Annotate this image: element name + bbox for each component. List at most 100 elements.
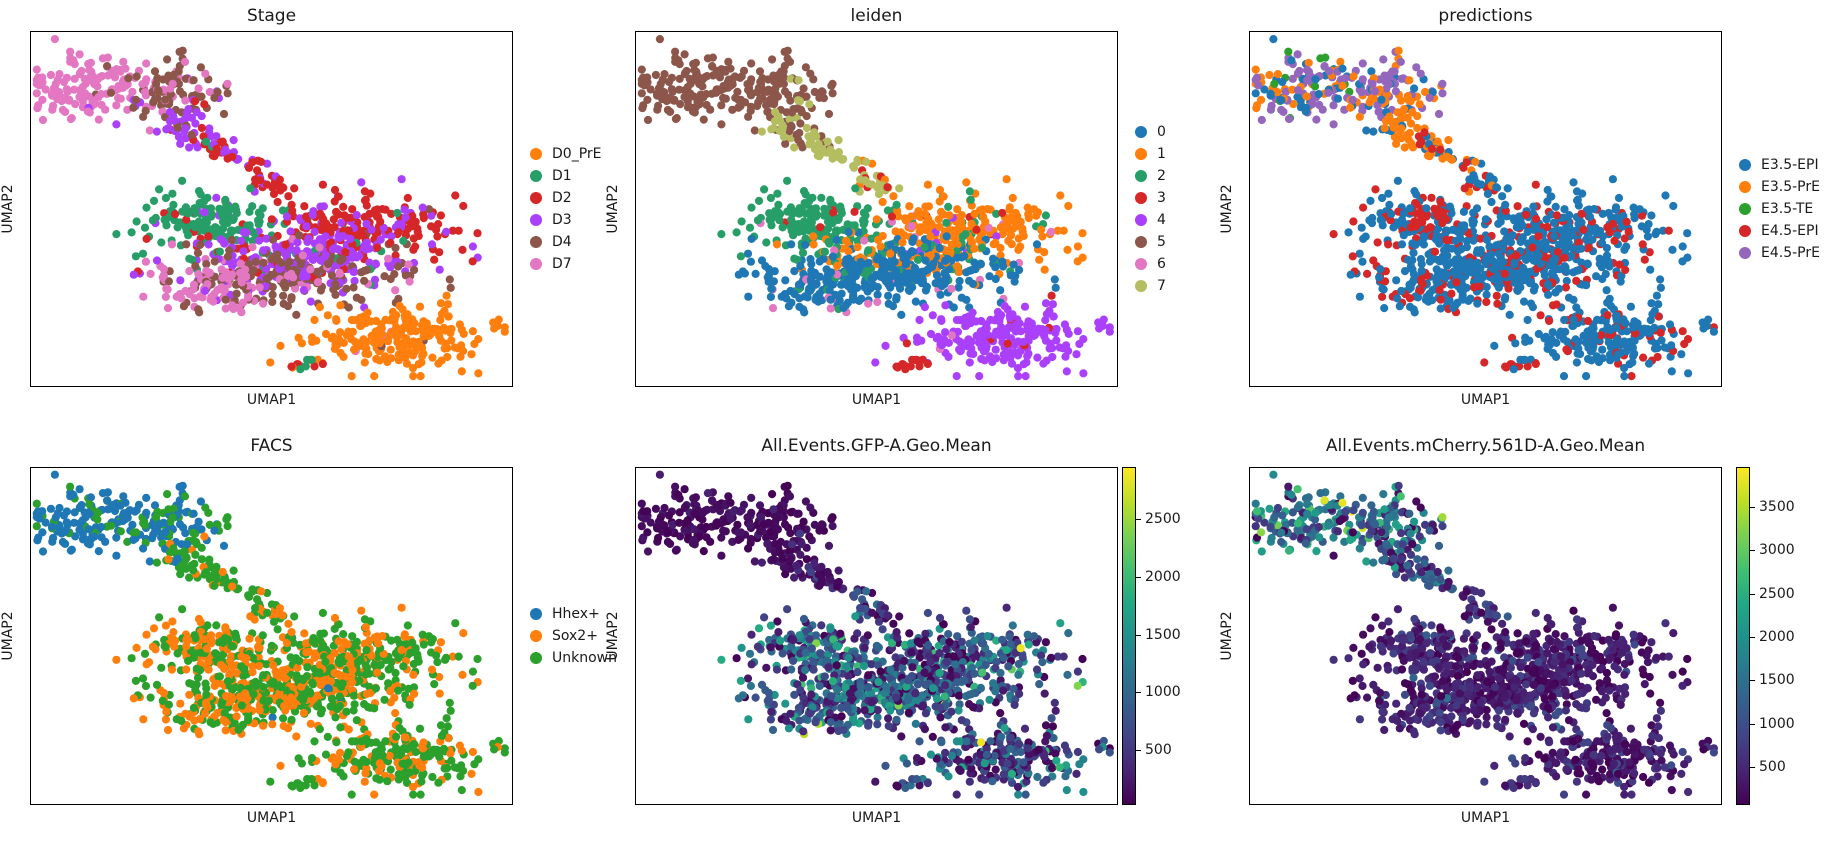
colorbar-tick	[1136, 750, 1141, 752]
colorbar-tick	[1136, 576, 1141, 578]
plot-area-leiden	[635, 31, 1118, 387]
scatter-points-stage	[32, 35, 509, 381]
colorbar-tick	[1136, 519, 1141, 520]
colorbar-tick	[1750, 636, 1755, 638]
legend-predictions: E3.5-EPI E3.5-PrE E3.5-TE E4.5-EPI E4.5-PrE	[1739, 154, 1820, 264]
y-axis-label-leiden: UMAP2	[605, 184, 621, 234]
legend-dot	[1739, 181, 1751, 193]
legend-label: 5	[1157, 234, 1166, 250]
legend-dot	[1135, 280, 1147, 292]
colorbar-gfp	[1122, 467, 1136, 805]
legend-item: D4	[530, 231, 602, 253]
legend-item: 5	[1135, 231, 1166, 253]
panel-title-facs: FACS	[250, 436, 293, 456]
legend-item: D3	[530, 209, 602, 231]
y-axis-label-predictions: UMAP2	[1219, 184, 1235, 234]
legend-dot	[530, 630, 542, 642]
panel-title-leiden: leiden	[850, 6, 903, 26]
legend-label: 1	[1157, 146, 1166, 162]
legend-item: D0_PrE	[530, 143, 602, 165]
panel-title-predictions: predictions	[1438, 6, 1533, 26]
colorbar-tick-label: 500	[1759, 758, 1786, 775]
x-axis-label-facs: UMAP1	[246, 810, 297, 826]
legend-dot	[530, 170, 542, 182]
legend-dot	[1135, 192, 1147, 204]
legend-label: D0_PrE	[552, 146, 602, 162]
legend-item: 2	[1135, 165, 1166, 187]
legend-label: D7	[552, 256, 572, 272]
plot-area-predictions	[1249, 31, 1722, 387]
legend-dot	[1739, 203, 1751, 215]
legend-item: E4.5-PrE	[1739, 242, 1820, 264]
legend-dot	[1739, 247, 1751, 259]
colorbar-tick-label: 1500	[1145, 626, 1181, 643]
legend-label: D3	[552, 212, 572, 228]
legend-item: E3.5-EPI	[1739, 154, 1820, 176]
colorbar-tick	[1136, 692, 1141, 694]
colorbar-tick-label: 2000	[1759, 628, 1795, 645]
legend-dot	[1135, 170, 1147, 182]
legend-item: D2	[530, 187, 602, 209]
x-axis-label-stage: UMAP1	[246, 392, 297, 408]
legend-label: E3.5-TE	[1761, 201, 1814, 217]
colorbar-tick-label: 3000	[1759, 542, 1795, 559]
legend-dot	[530, 148, 542, 160]
x-axis-label-leiden: UMAP1	[851, 392, 902, 408]
legend-item: Hhex+	[530, 603, 617, 625]
legend-dot	[530, 214, 542, 226]
plot-area-facs	[30, 467, 513, 805]
colorbar-tick	[1750, 550, 1755, 552]
legend-item: 0	[1135, 121, 1166, 143]
legend-label: Hhex+	[552, 606, 600, 622]
legend-dot	[1739, 159, 1751, 171]
legend-dot	[1135, 258, 1147, 270]
legend-label: Sox2+	[552, 628, 598, 644]
legend-label: 2	[1157, 168, 1166, 184]
scatter-points-facs	[32, 470, 509, 799]
legend-item: 3	[1135, 187, 1166, 209]
legend-label: D4	[552, 234, 572, 250]
legend-label: E4.5-EPI	[1761, 223, 1819, 239]
y-axis-label-mcherry: UMAP2	[1219, 611, 1235, 661]
legend-label: 3	[1157, 190, 1166, 206]
colorbar-tick	[1136, 634, 1141, 636]
legend-facs: Hhex+ Sox2+ Unknown	[530, 603, 617, 669]
colorbar-tick-label: 3500	[1759, 498, 1795, 515]
legend-stage: D0_PrE D1 D2 D3 D4 D7	[530, 143, 602, 275]
panel-title-mcherry: All.Events.mCherry.561D-A.Geo.Mean	[1325, 436, 1646, 456]
legend-item: D7	[530, 253, 602, 275]
colorbar-tick	[1750, 680, 1755, 682]
legend-item: 1	[1135, 143, 1166, 165]
colorbar-tick-label: 2500	[1759, 585, 1795, 602]
panel-title-gfp: All.Events.GFP-A.Geo.Mean	[761, 436, 992, 456]
legend-item: D1	[530, 165, 602, 187]
plot-area-mcherry	[1249, 467, 1722, 805]
y-axis-label-gfp: UMAP2	[605, 611, 621, 661]
legend-label: 4	[1157, 212, 1166, 228]
y-axis-label-stage: UMAP2	[0, 184, 16, 234]
colorbar-tick	[1750, 593, 1755, 595]
x-axis-label-mcherry: UMAP1	[1460, 810, 1511, 826]
legend-item: E3.5-PrE	[1739, 176, 1820, 198]
legend-label: E3.5-PrE	[1761, 179, 1820, 195]
legend-dot	[1135, 126, 1147, 138]
scatter-points-gfp	[637, 470, 1114, 799]
legend-dot	[1135, 214, 1147, 226]
panel-title-stage: Stage	[246, 6, 297, 26]
x-axis-label-gfp: UMAP1	[851, 810, 902, 826]
plot-area-stage	[30, 31, 513, 387]
legend-item: E4.5-EPI	[1739, 220, 1820, 242]
legend-dot	[530, 652, 542, 664]
legend-item: 7	[1135, 275, 1166, 297]
scatter-points-mcherry	[1251, 470, 1718, 799]
legend-dot	[530, 236, 542, 248]
legend-label: D2	[552, 190, 572, 206]
colorbar-tick-label: 500	[1145, 742, 1172, 759]
legend-item: 6	[1135, 253, 1166, 275]
legend-label: 0	[1157, 124, 1166, 140]
legend-item: Unknown	[530, 647, 617, 669]
legend-dot	[1135, 148, 1147, 160]
legend-label: E3.5-EPI	[1761, 157, 1819, 173]
colorbar-tick-label: 1500	[1759, 672, 1795, 689]
